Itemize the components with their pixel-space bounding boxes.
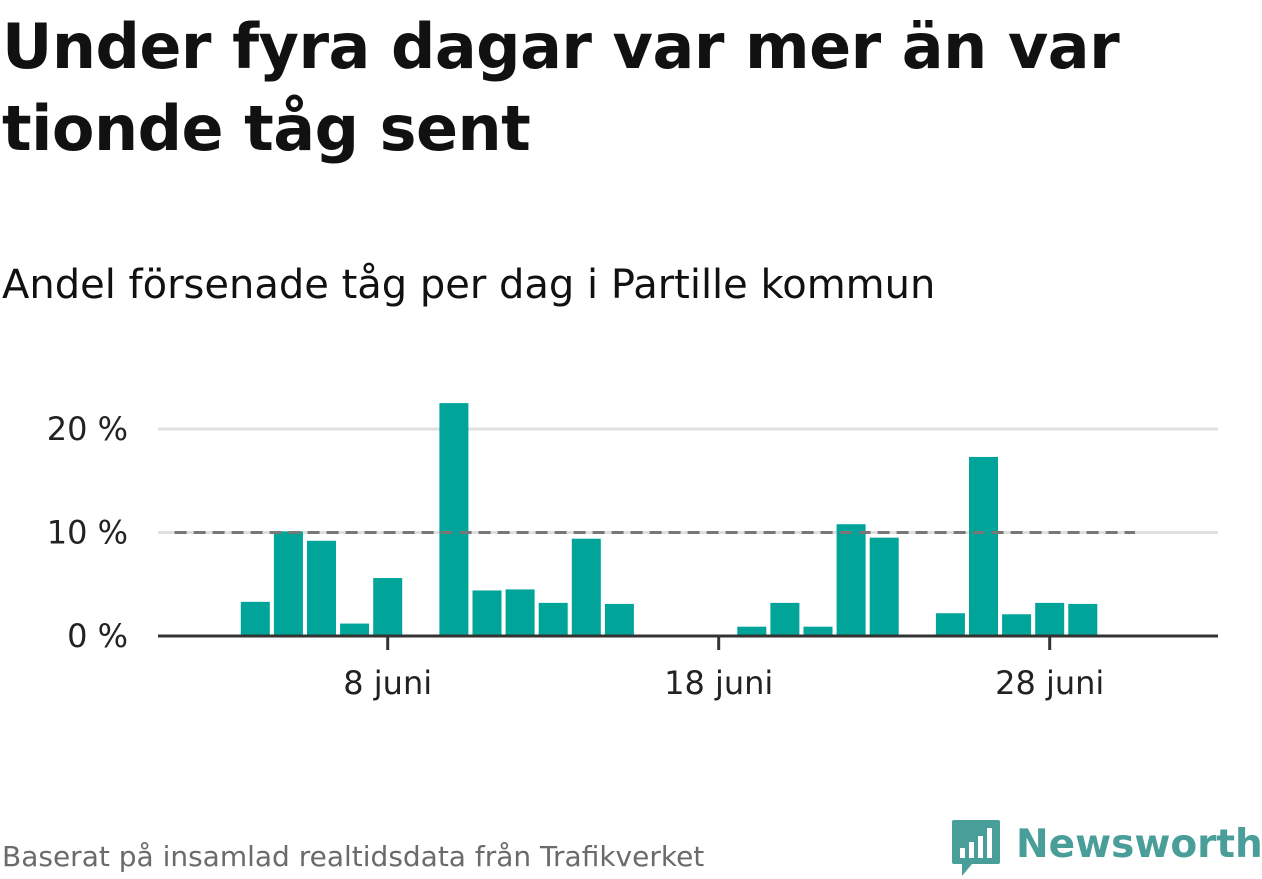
bar <box>571 538 601 636</box>
bar <box>1002 614 1032 636</box>
source-note: Baserat på insamlad realtidsdata från Tr… <box>2 840 705 873</box>
x-tick-label: 18 juni <box>664 664 773 702</box>
bar <box>307 540 336 636</box>
bar <box>505 589 535 636</box>
axes: 0 % 10 % 20 % 8 juni 18 juni 28 juni <box>47 410 1218 702</box>
newsworthy-logo-icon <box>952 820 1000 876</box>
x-tick-label: 8 juni <box>343 664 432 702</box>
brand-logo: Newsworthy <box>950 818 1262 878</box>
bar <box>869 537 899 636</box>
bar <box>969 456 998 636</box>
y-tick-label: 10 % <box>47 514 128 552</box>
x-tick-label: 28 juni <box>995 664 1104 702</box>
bar <box>803 626 833 636</box>
bar <box>1035 602 1065 636</box>
y-tick-label: 0 % <box>67 617 128 655</box>
chart-subtitle: Andel försenade tåg per dag i Partille k… <box>2 262 936 308</box>
bar <box>538 602 568 636</box>
bar <box>273 531 303 636</box>
bar-chart: 0 % 10 % 20 % 8 juni 18 juni 28 juni <box>47 403 1218 702</box>
bar <box>340 623 370 636</box>
bar <box>836 524 866 636</box>
bar <box>770 602 800 636</box>
brand-name: Newsworthy <box>1016 821 1262 867</box>
bar <box>604 603 634 636</box>
bar <box>1068 603 1098 636</box>
bar <box>439 403 469 636</box>
bar <box>373 578 403 636</box>
bar <box>737 626 767 636</box>
grid-lines <box>158 427 1218 534</box>
chart-title: Under fyra dagar var mer än var tionde t… <box>2 10 1120 165</box>
bars <box>240 403 1098 636</box>
y-tick-label: 20 % <box>47 410 128 448</box>
bar <box>935 613 965 636</box>
bar <box>240 601 270 636</box>
bar <box>472 590 502 636</box>
